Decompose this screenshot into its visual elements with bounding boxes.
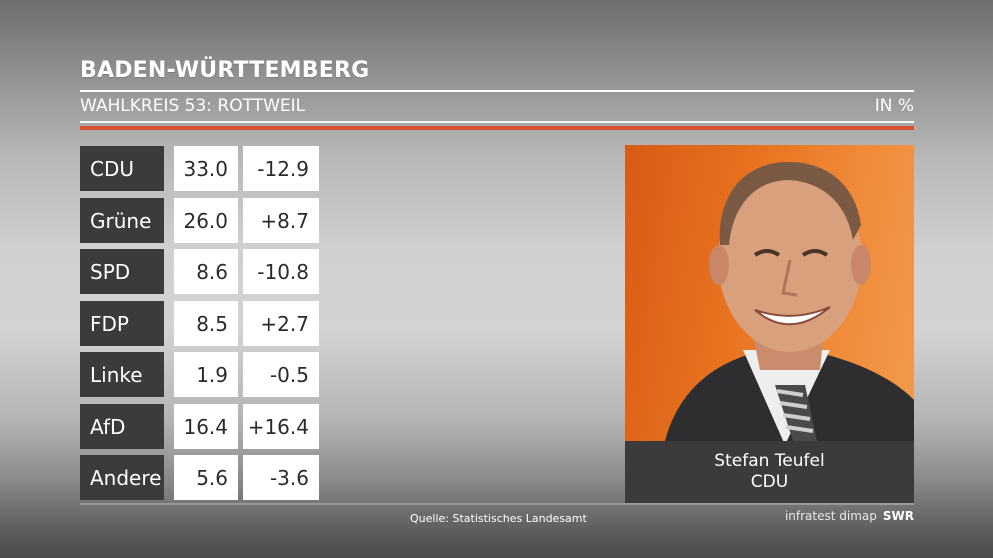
vote-share-value: 5.6: [174, 455, 238, 500]
party-label: Linke: [80, 352, 164, 397]
pollster-logo: infratest dimap: [784, 509, 877, 523]
network-logo: SWR: [882, 509, 914, 523]
candidate-caption: Stefan Teufel CDU: [625, 441, 914, 503]
change-value: -10.8: [243, 249, 319, 294]
party-label: SPD: [80, 249, 164, 294]
candidate-photo: [625, 145, 914, 441]
vote-share-value: 8.6: [174, 249, 238, 294]
party-label: AfD: [80, 404, 164, 449]
vote-share-value: 16.4: [174, 404, 238, 449]
change-value: +8.7: [243, 198, 319, 243]
change-value: -3.6: [243, 455, 319, 500]
title-rule: [80, 90, 914, 92]
vote-share-value: 33.0: [174, 146, 238, 191]
party-label: FDP: [80, 301, 164, 346]
source-note: Quelle: Statistisches Landesamt: [410, 512, 587, 525]
accent-rule: [80, 126, 914, 130]
brand-logos: infratest dimap SWR: [785, 509, 914, 523]
change-value: -0.5: [243, 352, 319, 397]
candidate-name: Stefan Teufel: [714, 451, 825, 471]
party-label: Grüne: [80, 198, 164, 243]
candidate-portrait: [665, 162, 914, 441]
change-value: -12.9: [243, 146, 319, 191]
chart-subtitle: WAHLKREIS 53: ROTTWEIL: [80, 96, 306, 116]
change-value: +16.4: [243, 404, 319, 449]
vote-share-value: 26.0: [174, 198, 238, 243]
vote-share-value: 1.9: [174, 352, 238, 397]
party-label: Andere: [80, 455, 164, 500]
party-label: CDU: [80, 146, 164, 191]
candidate-party: CDU: [750, 472, 789, 492]
subtitle-rule: [80, 121, 914, 123]
vote-share-value: 8.5: [174, 301, 238, 346]
unit-label: IN %: [874, 96, 914, 116]
bottom-rule: [80, 503, 914, 505]
change-value: +2.7: [243, 301, 319, 346]
chart-title: BADEN-WÜRTTEMBERG: [80, 58, 370, 83]
